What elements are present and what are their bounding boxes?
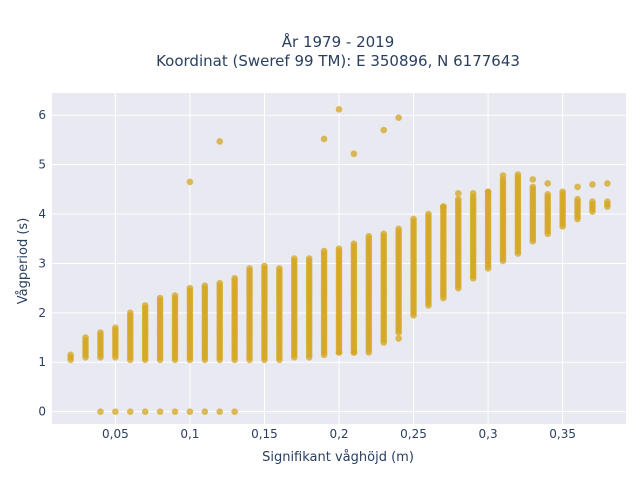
x-tick-label: 0,1 (180, 427, 199, 441)
data-point (425, 210, 432, 218)
data-point (141, 302, 149, 309)
data-point (276, 265, 283, 272)
data-point (320, 135, 328, 143)
data-point (141, 408, 149, 415)
data-point (171, 408, 179, 415)
data-point (514, 171, 522, 178)
data-point (454, 189, 462, 197)
data-point (216, 408, 224, 415)
data-point (216, 138, 224, 145)
y-tick-label: 1 (38, 355, 46, 369)
data-point (350, 150, 358, 158)
data-point (574, 183, 581, 191)
x-tick-labels: 0,05 0,1 0,15 0,2 0,25 0,3 0,35 (102, 427, 576, 441)
data-point (231, 408, 238, 415)
data-point (186, 408, 194, 415)
data-point (529, 183, 537, 191)
y-tick-label: 0 (38, 405, 46, 419)
data-point (126, 408, 134, 415)
data-point (231, 274, 238, 282)
data-point (529, 176, 537, 183)
data-point (67, 351, 74, 359)
chart-title-line1: År 1979 - 2019 (282, 32, 395, 51)
data-point (156, 408, 164, 415)
data-point (589, 181, 596, 188)
data-point (604, 198, 611, 205)
data-point (335, 245, 343, 252)
data-point (395, 114, 402, 121)
data-point (112, 408, 119, 415)
y-tick-label: 3 (38, 256, 46, 270)
y-axis-title: Vågperiod (s) (16, 218, 31, 305)
data-point (82, 334, 89, 341)
chart-title-line2: Koordinat (Sweref 99 TM): E 350896, N 61… (156, 52, 520, 70)
x-tick-label: 0,05 (102, 427, 129, 441)
data-point (380, 126, 388, 134)
data-point (305, 255, 313, 262)
x-tick-label: 0,25 (400, 427, 427, 441)
data-point (97, 408, 104, 415)
x-tick-label: 0,2 (329, 427, 348, 441)
data-point (201, 408, 209, 415)
data-point (469, 189, 477, 197)
data-point (365, 349, 373, 356)
data-point (544, 190, 552, 198)
data-point (589, 198, 596, 205)
data-point (365, 232, 373, 240)
y-tick-labels: 0 1 2 3 4 5 6 (38, 108, 46, 418)
x-tick-label: 0,35 (549, 427, 576, 441)
y-tick-label: 6 (38, 108, 46, 122)
x-tick-label: 0,15 (251, 427, 278, 441)
data-point (544, 180, 552, 187)
data-point (604, 180, 611, 187)
data-point (246, 265, 253, 272)
data-point (201, 282, 209, 289)
y-tick-label: 4 (38, 207, 46, 221)
y-tick-label: 2 (38, 306, 46, 320)
data-point (395, 335, 402, 342)
data-point (335, 349, 343, 356)
data-point (440, 203, 447, 210)
data-point (499, 172, 507, 179)
data-point (484, 188, 492, 196)
data-point (186, 284, 194, 292)
data-point (574, 195, 581, 203)
data-points (67, 106, 611, 415)
data-point (97, 329, 104, 336)
data-point (454, 195, 462, 203)
data-point (350, 240, 358, 247)
x-axis-title: Signifikant våghöjd (m) (262, 450, 414, 465)
data-point (261, 262, 268, 270)
y-tick-label: 5 (38, 158, 46, 172)
data-point (216, 279, 224, 287)
data-point (410, 215, 417, 223)
data-point (290, 255, 298, 262)
data-point (335, 106, 343, 113)
data-point (559, 188, 566, 196)
data-point (171, 292, 179, 299)
data-point (156, 294, 164, 302)
data-point (126, 309, 134, 317)
data-point (380, 230, 388, 238)
data-point (112, 324, 119, 331)
data-point (350, 349, 358, 356)
data-point (320, 247, 328, 255)
x-tick-label: 0,3 (479, 427, 498, 441)
data-point (395, 225, 402, 233)
data-point (186, 178, 194, 186)
